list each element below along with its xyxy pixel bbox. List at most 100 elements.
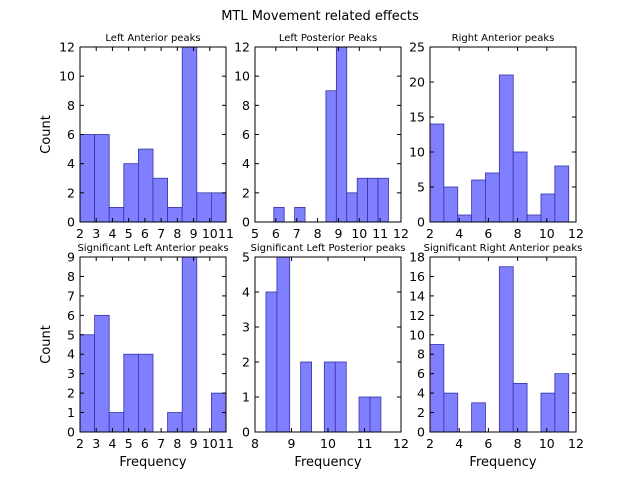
x-tick-label: 2 (76, 436, 84, 451)
histogram-bar (123, 353, 139, 433)
y-tick-label: 18 (409, 250, 425, 265)
y-tick-label: 6 (417, 366, 425, 381)
x-tick-label: 4 (108, 226, 116, 241)
y-tick-label: 25 (409, 40, 425, 55)
y-tick-label: 2 (242, 355, 250, 370)
x-tick-label: 4 (455, 436, 463, 451)
x-axis-label: Frequency (119, 455, 186, 470)
histogram-bar (137, 353, 154, 433)
y-tick-label: 2 (67, 185, 75, 200)
x-tick-label: 10 (320, 436, 336, 451)
histogram-bar (498, 266, 514, 433)
x-tick-label: 5 (125, 226, 133, 241)
histogram-bar (429, 344, 445, 433)
y-tick-label: 4 (67, 347, 75, 362)
histogram-bar (512, 151, 528, 223)
y-tick-label: 1 (242, 390, 250, 405)
histogram-bar (377, 177, 389, 223)
x-tick-label: 11 (218, 226, 234, 241)
x-tick-label: 10 (202, 436, 218, 451)
x-tick-label: 5 (125, 436, 133, 451)
x-tick-label: 12 (568, 436, 584, 451)
y-tick-label: 2 (242, 185, 250, 200)
x-tick-label: 8 (314, 226, 322, 241)
subplot-title: Right Anterior peaks (452, 33, 555, 44)
histogram-bar (167, 207, 183, 223)
histogram-bar (540, 193, 556, 223)
y-tick-label: 10 (409, 145, 425, 160)
histogram-bar (429, 123, 445, 223)
axes-frame (429, 46, 577, 223)
histogram-bar (137, 148, 154, 223)
x-tick-label: 4 (108, 436, 116, 451)
histogram-bar (334, 361, 347, 433)
x-tick-label: 9 (334, 226, 342, 241)
y-tick-label: 14 (409, 288, 425, 303)
x-tick-label: 6 (141, 226, 149, 241)
y-tick-label: 15 (409, 110, 425, 125)
x-tick-label: 3 (92, 436, 100, 451)
x-tick-label: 11 (372, 226, 388, 241)
histogram-bar (485, 172, 500, 223)
histogram-bar (540, 392, 556, 433)
axes-frame (429, 256, 577, 433)
y-tick-label: 16 (409, 269, 425, 284)
y-tick-label: 0 (417, 425, 425, 440)
x-tick-label: 7 (157, 226, 165, 241)
x-tick-label: 12 (393, 436, 409, 451)
y-tick-label: 8 (67, 98, 75, 113)
subplot-title: Left Posterior Peaks (279, 33, 377, 44)
y-tick-label: 0 (67, 425, 75, 440)
x-tick-label: 7 (293, 226, 301, 241)
y-tick-label: 8 (417, 347, 425, 362)
histogram-bar (276, 256, 291, 433)
x-tick-label: 9 (288, 436, 296, 451)
histogram-bar (323, 361, 336, 433)
y-tick-label: 2 (417, 405, 425, 420)
x-tick-label: 2 (426, 226, 434, 241)
x-tick-label: 3 (92, 226, 100, 241)
y-tick-label: 0 (417, 215, 425, 230)
histogram-bar (367, 177, 379, 223)
y-tick-label: 5 (417, 180, 425, 195)
y-tick-label: 8 (242, 98, 250, 113)
x-tick-label: 6 (272, 226, 280, 241)
x-tick-label: 4 (455, 226, 463, 241)
histogram-bar (554, 373, 570, 433)
histogram-bar (181, 256, 198, 433)
subplot-title: Significant Left Posterior peaks (251, 243, 406, 254)
y-tick-label: 3 (67, 366, 75, 381)
y-tick-label: 4 (417, 386, 425, 401)
x-axis-label: Frequency (469, 455, 536, 470)
x-tick-label: 12 (393, 226, 409, 241)
y-tick-label: 4 (242, 285, 250, 300)
y-tick-label: 6 (242, 127, 250, 142)
figure-title: MTL Movement related effects (221, 9, 419, 24)
y-tick-label: 10 (59, 69, 75, 84)
histogram-bar (526, 214, 542, 223)
y-tick-label: 5 (242, 250, 250, 265)
y-tick-label: 8 (67, 269, 75, 284)
x-tick-label: 8 (514, 226, 522, 241)
x-tick-label: 6 (141, 436, 149, 451)
y-tick-label: 0 (242, 215, 250, 230)
x-tick-label: 10 (539, 226, 555, 241)
subplot-title: Significant Left Anterior peaks (77, 243, 228, 254)
x-tick-label: 11 (218, 436, 234, 451)
y-tick-label: 12 (234, 40, 250, 55)
axes-frame (79, 256, 227, 433)
histogram-bar (294, 207, 306, 223)
y-tick-label: 0 (67, 215, 75, 230)
x-tick-label: 8 (251, 436, 259, 451)
histogram-bar (358, 396, 371, 433)
y-tick-label: 2 (67, 386, 75, 401)
histogram-bar (108, 207, 125, 223)
x-tick-label: 2 (76, 226, 84, 241)
x-tick-label: 2 (426, 436, 434, 451)
histogram-bar (79, 334, 95, 433)
subplot-3: 2 4 6 8 10 12 0 5 10 15 20 25 Right Anterior peaks (409, 33, 584, 241)
